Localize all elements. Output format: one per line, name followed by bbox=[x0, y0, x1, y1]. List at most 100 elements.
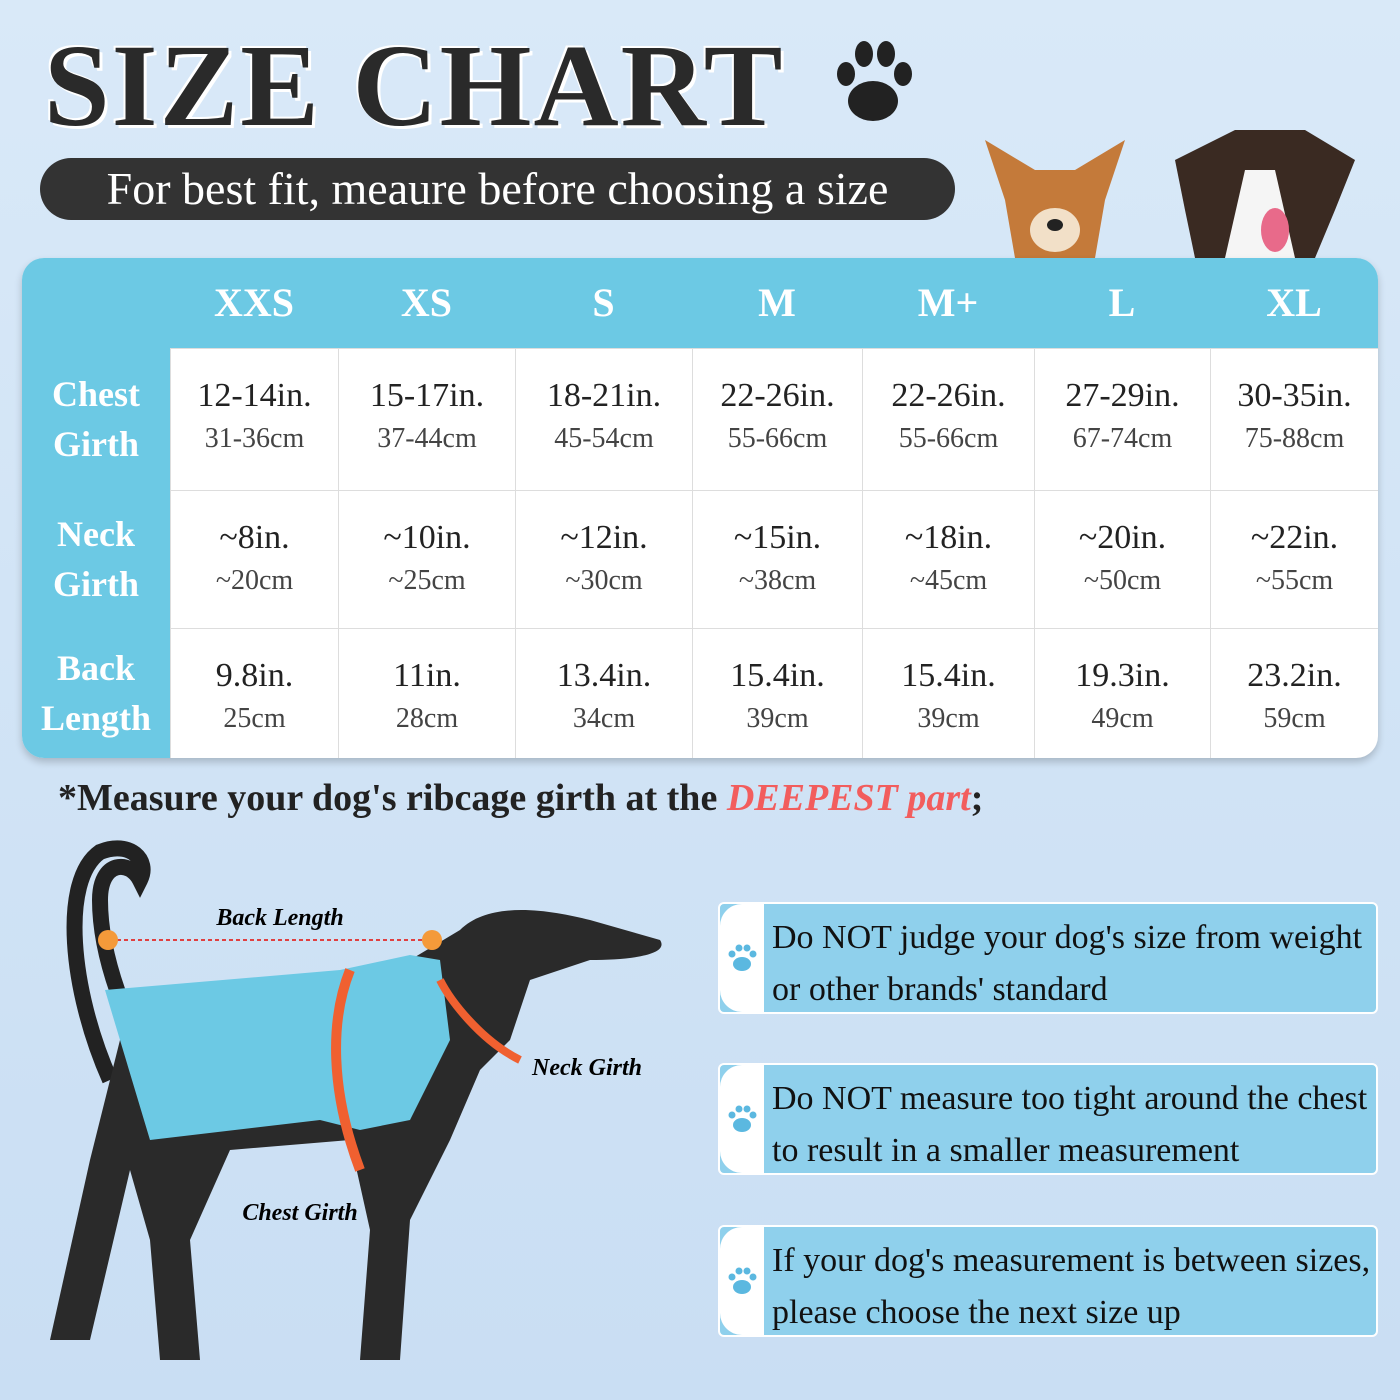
size-cell: ~20in. ~50cm bbox=[1034, 490, 1210, 628]
size-cell: 13.4in. 34cm bbox=[515, 628, 692, 758]
centimeters: ~50cm bbox=[1083, 565, 1162, 596]
back-length-label: Back Length bbox=[215, 905, 343, 931]
row-label: Back Length bbox=[22, 628, 170, 758]
size-cell: 15.4in. 39cm bbox=[692, 628, 862, 758]
inches: ~15in. bbox=[733, 519, 822, 556]
size-cell: 23.2in. 59cm bbox=[1210, 628, 1378, 758]
column-header: M+ bbox=[862, 258, 1034, 348]
tip-icon bbox=[720, 1065, 764, 1173]
centimeters: 37-44cm bbox=[377, 423, 477, 454]
centimeters: ~30cm bbox=[565, 565, 643, 596]
centimeters: 34cm bbox=[572, 703, 636, 734]
neck-girth-label: Neck Girth bbox=[531, 1055, 642, 1081]
note: *Measure your dog's ribcage girth at the… bbox=[58, 776, 983, 820]
size-cell: ~12in. ~30cm bbox=[515, 490, 692, 628]
size-cell: 22-26in. 55-66cm bbox=[692, 348, 862, 490]
row-label: Chest Girth bbox=[22, 348, 170, 490]
inches: ~8in. bbox=[219, 519, 290, 556]
size-cell: 15.4in. 39cm bbox=[862, 628, 1034, 758]
tip-box: Do NOT measure too tight around the ches… bbox=[718, 1063, 1378, 1175]
size-table: XXS XS S M M+ L XL Chest Girth 12-14in. 31-36cm 15… bbox=[22, 258, 1378, 758]
size-cell: ~18in. ~45cm bbox=[862, 490, 1034, 628]
tip-text: If your dog's measurement is between siz… bbox=[772, 1242, 1371, 1331]
inches: 15.4in. bbox=[730, 657, 825, 694]
size-cell: 15-17in. 37-44cm bbox=[338, 348, 515, 490]
centimeters: ~25cm bbox=[388, 565, 466, 596]
title: SIZE CHART bbox=[44, 20, 785, 151]
size-cell: 19.3in. 49cm bbox=[1034, 628, 1210, 758]
centimeters: 39cm bbox=[746, 703, 809, 734]
size-cell: ~15in. ~38cm bbox=[692, 490, 862, 628]
column-header: L bbox=[1034, 258, 1210, 348]
centimeters: ~20cm bbox=[215, 565, 294, 596]
centimeters: 55-66cm bbox=[727, 423, 828, 454]
inches: ~12in. bbox=[560, 519, 648, 556]
size-cell: ~10in. ~25cm bbox=[338, 490, 515, 628]
row-label: Neck Girth bbox=[22, 490, 170, 628]
centimeters: 55-66cm bbox=[898, 423, 999, 454]
size-cell: ~8in. ~20cm bbox=[170, 490, 338, 628]
subtitle: For best fit, meaure before choosing a s… bbox=[40, 158, 955, 220]
tip-box: If your dog's measurement is between siz… bbox=[718, 1225, 1378, 1337]
size-cell: 18-21in. 45-54cm bbox=[515, 348, 692, 490]
centimeters: 59cm bbox=[1263, 703, 1326, 734]
tip-icon bbox=[720, 1227, 764, 1335]
tip-icon bbox=[720, 904, 764, 1012]
centimeters: 49cm bbox=[1091, 703, 1154, 734]
note-end: ; bbox=[970, 777, 984, 819]
centimeters: 45-54cm bbox=[554, 423, 654, 454]
inches: 13.4in. bbox=[556, 657, 652, 694]
tip-text: Do NOT measure too tight around the ches… bbox=[772, 1080, 1368, 1169]
chest-girth-label: Chest Girth bbox=[242, 1200, 357, 1226]
centimeters: 25cm bbox=[223, 703, 286, 734]
tip-text: Do NOT judge your dog's size from weight… bbox=[772, 919, 1363, 1008]
size-cell: 22-26in. 55-66cm bbox=[862, 348, 1034, 490]
paw bbox=[728, 1267, 757, 1294]
dog-diagram: Back Length Neck Girth Chest Girth bbox=[50, 840, 662, 1360]
paw-icon bbox=[837, 41, 912, 121]
inches: 12-14in. bbox=[197, 377, 312, 414]
centimeters: ~55cm bbox=[1255, 565, 1334, 596]
inches: ~20in. bbox=[1078, 519, 1167, 556]
size-cell: 27-29in. 67-74cm bbox=[1034, 348, 1210, 490]
centimeters: 67-74cm bbox=[1072, 423, 1173, 454]
inches: 30-35in. bbox=[1237, 377, 1352, 414]
inches: 23.2in. bbox=[1247, 657, 1342, 694]
centimeters: ~45cm bbox=[909, 565, 988, 596]
column-header: M bbox=[692, 258, 862, 348]
centimeters: 31-36cm bbox=[204, 423, 305, 454]
centimeters: 39cm bbox=[917, 703, 980, 734]
inches: 15.4in. bbox=[901, 657, 996, 694]
size-cell: 9.8in. 25cm bbox=[170, 628, 338, 758]
size-cell: 30-35in. 75-88cm bbox=[1210, 348, 1378, 490]
column-header: XXS bbox=[170, 258, 338, 348]
size-cell: ~22in. ~55cm bbox=[1210, 490, 1378, 628]
paw bbox=[728, 1105, 757, 1132]
inches: ~18in. bbox=[904, 519, 993, 556]
header-corner bbox=[22, 258, 170, 348]
inches: 22-26in. bbox=[891, 377, 1006, 414]
size-cell: 11in. 28cm bbox=[338, 628, 515, 758]
inches: ~22in. bbox=[1250, 519, 1339, 556]
inches: 19.3in. bbox=[1075, 657, 1170, 694]
note-emphasis: DEEPEST part bbox=[726, 777, 971, 819]
inches: ~10in. bbox=[383, 519, 471, 556]
inches: 18-21in. bbox=[546, 377, 662, 414]
tip-box: Do NOT judge your dog's size from weight… bbox=[718, 902, 1378, 1014]
inches: 9.8in. bbox=[215, 657, 294, 694]
size-cell: 12-14in. 31-36cm bbox=[170, 348, 338, 490]
centimeters: 75-88cm bbox=[1244, 423, 1345, 454]
inches: 22-26in. bbox=[720, 377, 835, 414]
dogs-photo bbox=[985, 130, 1355, 258]
centimeters: 28cm bbox=[395, 703, 459, 734]
inches: 11in. bbox=[393, 657, 461, 694]
centimeters: ~38cm bbox=[738, 565, 817, 596]
note-text: *Measure your dog's ribcage girth at the bbox=[58, 777, 727, 819]
paw bbox=[728, 944, 757, 971]
inches: 15-17in. bbox=[369, 377, 485, 414]
inches: 27-29in. bbox=[1065, 377, 1180, 414]
column-header: S bbox=[515, 258, 692, 348]
column-header: XL bbox=[1210, 258, 1378, 348]
column-header: XS bbox=[338, 258, 515, 348]
